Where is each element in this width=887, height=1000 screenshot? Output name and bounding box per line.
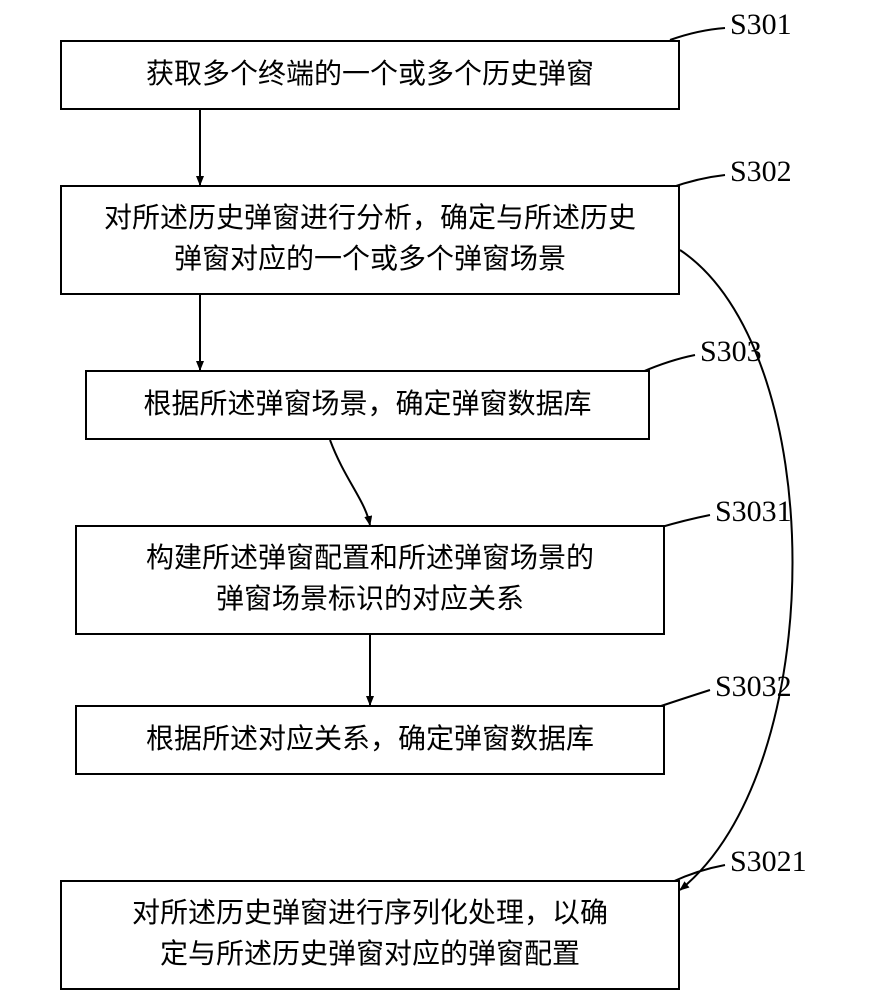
step-label-n3031: S3031 xyxy=(715,495,792,529)
label-leader-n3032 xyxy=(658,690,710,707)
flow-node-n3032: 根据所述对应关系，确定弹窗数据库 xyxy=(75,705,665,775)
step-label-n301: S301 xyxy=(730,8,792,42)
label-leader-n301 xyxy=(670,28,725,40)
arrow-n303-to-n3031 xyxy=(330,440,370,525)
flow-node-text: 对所述历史弹窗进行分析，确定与所述历史 弹窗对应的一个或多个弹窗场景 xyxy=(104,199,636,280)
flow-node-text: 构建所述弹窗配置和所述弹窗场景的 弹窗场景标识的对应关系 xyxy=(146,539,594,620)
flow-node-text: 获取多个终端的一个或多个历史弹窗 xyxy=(146,55,594,96)
flow-node-text: 对所述历史弹窗进行序列化处理，以确 定与所述历史弹窗对应的弹窗配置 xyxy=(132,894,608,975)
flow-node-n301: 获取多个终端的一个或多个历史弹窗 xyxy=(60,40,680,110)
step-label-n302: S302 xyxy=(730,155,792,189)
step-label-n3032: S3032 xyxy=(715,670,792,704)
flow-node-n3021: 对所述历史弹窗进行序列化处理，以确 定与所述历史弹窗对应的弹窗配置 xyxy=(60,880,680,990)
flow-node-n303: 根据所述弹窗场景，确定弹窗数据库 xyxy=(85,370,650,440)
label-leader-n3031 xyxy=(658,515,710,528)
step-label-n303: S303 xyxy=(700,335,762,369)
flow-node-text: 根据所述弹窗场景，确定弹窗数据库 xyxy=(143,385,591,426)
flowchart-canvas: 获取多个终端的一个或多个历史弹窗对所述历史弹窗进行分析，确定与所述历史 弹窗对应… xyxy=(0,0,887,1000)
flow-node-n302: 对所述历史弹窗进行分析，确定与所述历史 弹窗对应的一个或多个弹窗场景 xyxy=(60,185,680,295)
flow-node-n3031: 构建所述弹窗配置和所述弹窗场景的 弹窗场景标识的对应关系 xyxy=(75,525,665,635)
step-label-n3021: S3021 xyxy=(730,845,807,879)
flow-node-text: 根据所述对应关系，确定弹窗数据库 xyxy=(146,720,594,761)
